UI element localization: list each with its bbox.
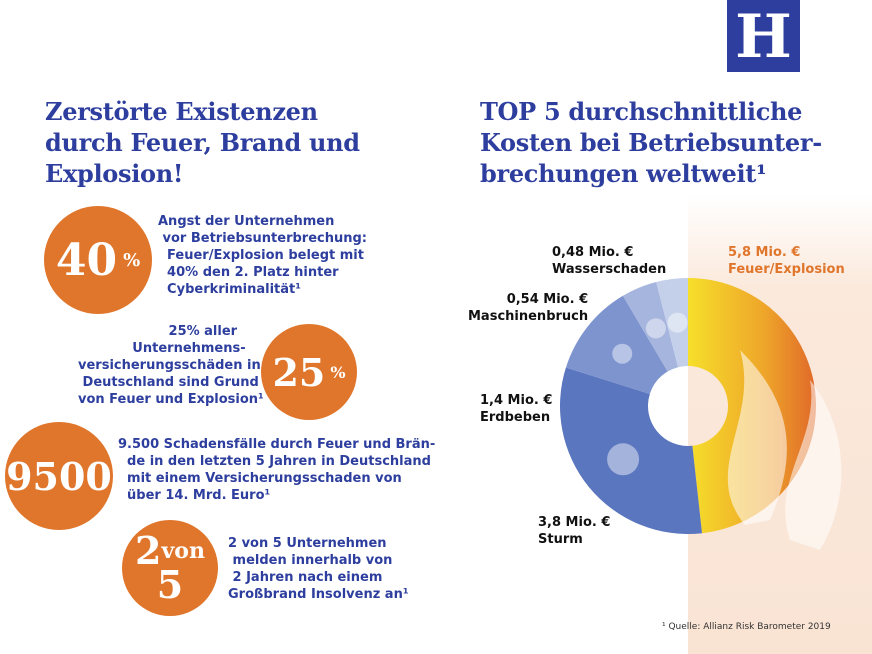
title-line: Kosten bei Betriebsunter- bbox=[480, 128, 822, 157]
footnote: ¹ Quelle: Allianz Risk Barometer 2019 bbox=[662, 622, 831, 632]
label-erdbeben: 1,4 Mio. € Erdbeben bbox=[480, 392, 552, 426]
slice-sturm bbox=[559, 367, 703, 534]
fact-number: 9500 bbox=[6, 453, 112, 499]
label-wasserschaden: 0,48 Mio. € Wasserschaden bbox=[552, 244, 666, 278]
fact-circle-2-von-5: 2von 5 bbox=[122, 520, 218, 616]
logo: H bbox=[727, 0, 800, 72]
slice-value: 5,8 Mio. € bbox=[728, 245, 801, 260]
slice-value: 0,54 Mio. € bbox=[506, 292, 589, 307]
fact-circle-25: 25% bbox=[261, 324, 357, 420]
title-line: Explosion! bbox=[45, 159, 184, 188]
fact-number: 25 bbox=[272, 349, 326, 395]
fact-unit: % bbox=[330, 362, 346, 382]
fact-text: 25% aller Unternehmens- versicherungssch… bbox=[78, 324, 264, 407]
slice-label: Erdbeben bbox=[480, 410, 551, 425]
slice-maschinenbruch bbox=[622, 282, 679, 372]
fact-number: 40 bbox=[55, 234, 118, 286]
fact-text: 2 von 5 Unternehmen melden innerhalb von… bbox=[228, 536, 409, 602]
fact-unit: % bbox=[123, 249, 141, 271]
slice-label: Wasserschaden bbox=[552, 262, 667, 277]
tornado-icon bbox=[607, 443, 640, 476]
earthquake-building-icon bbox=[612, 343, 633, 364]
slice-label: Feuer/Explosion bbox=[728, 262, 845, 277]
fact-text: Angst der Unternehmen vor Betriebsunterb… bbox=[158, 214, 367, 297]
left-title: Zerstörte Existenzen durch Feuer, Brand … bbox=[45, 96, 360, 189]
fact-circle-9500: 9500 bbox=[5, 422, 113, 530]
title-line: Zerstörte Existenzen bbox=[45, 97, 318, 126]
title-line: durch Feuer, Brand und bbox=[45, 128, 360, 157]
fact-number: 2 bbox=[135, 528, 162, 573]
title-line: brechungen weltweit¹ bbox=[480, 159, 767, 188]
slice-value: 3,8 Mio. € bbox=[538, 515, 611, 530]
title-line: TOP 5 durchschnittliche bbox=[480, 97, 803, 126]
slice-value: 0,48 Mio. € bbox=[552, 245, 634, 260]
gears-icon bbox=[645, 318, 666, 339]
slice-label: Maschinenbruch bbox=[468, 309, 589, 324]
fact-text: 9.500 Schadensfälle durch Feuer und Brän… bbox=[118, 437, 436, 503]
label-sturm: 3,8 Mio. € Sturm bbox=[538, 514, 610, 548]
fact-number-denominator: 5 bbox=[156, 562, 184, 607]
chart-title: TOP 5 durchschnittliche Kosten bei Betri… bbox=[480, 96, 822, 189]
label-maschinenbruch: 0,54 Mio. € Maschinenbruch bbox=[468, 291, 588, 325]
fact-circle-40: 40% bbox=[44, 206, 152, 314]
slice-value: 1,4 Mio. € bbox=[480, 393, 553, 408]
slice-label: Sturm bbox=[538, 532, 583, 547]
flame-icon bbox=[727, 350, 842, 550]
slice-wasserschaden bbox=[656, 278, 688, 368]
label-feuer-explosion: 5,8 Mio. € Feuer/Explosion bbox=[728, 244, 845, 278]
slice-erdbeben bbox=[565, 295, 668, 394]
fact-unit: von bbox=[161, 538, 205, 564]
water-drops-icon bbox=[667, 312, 688, 333]
